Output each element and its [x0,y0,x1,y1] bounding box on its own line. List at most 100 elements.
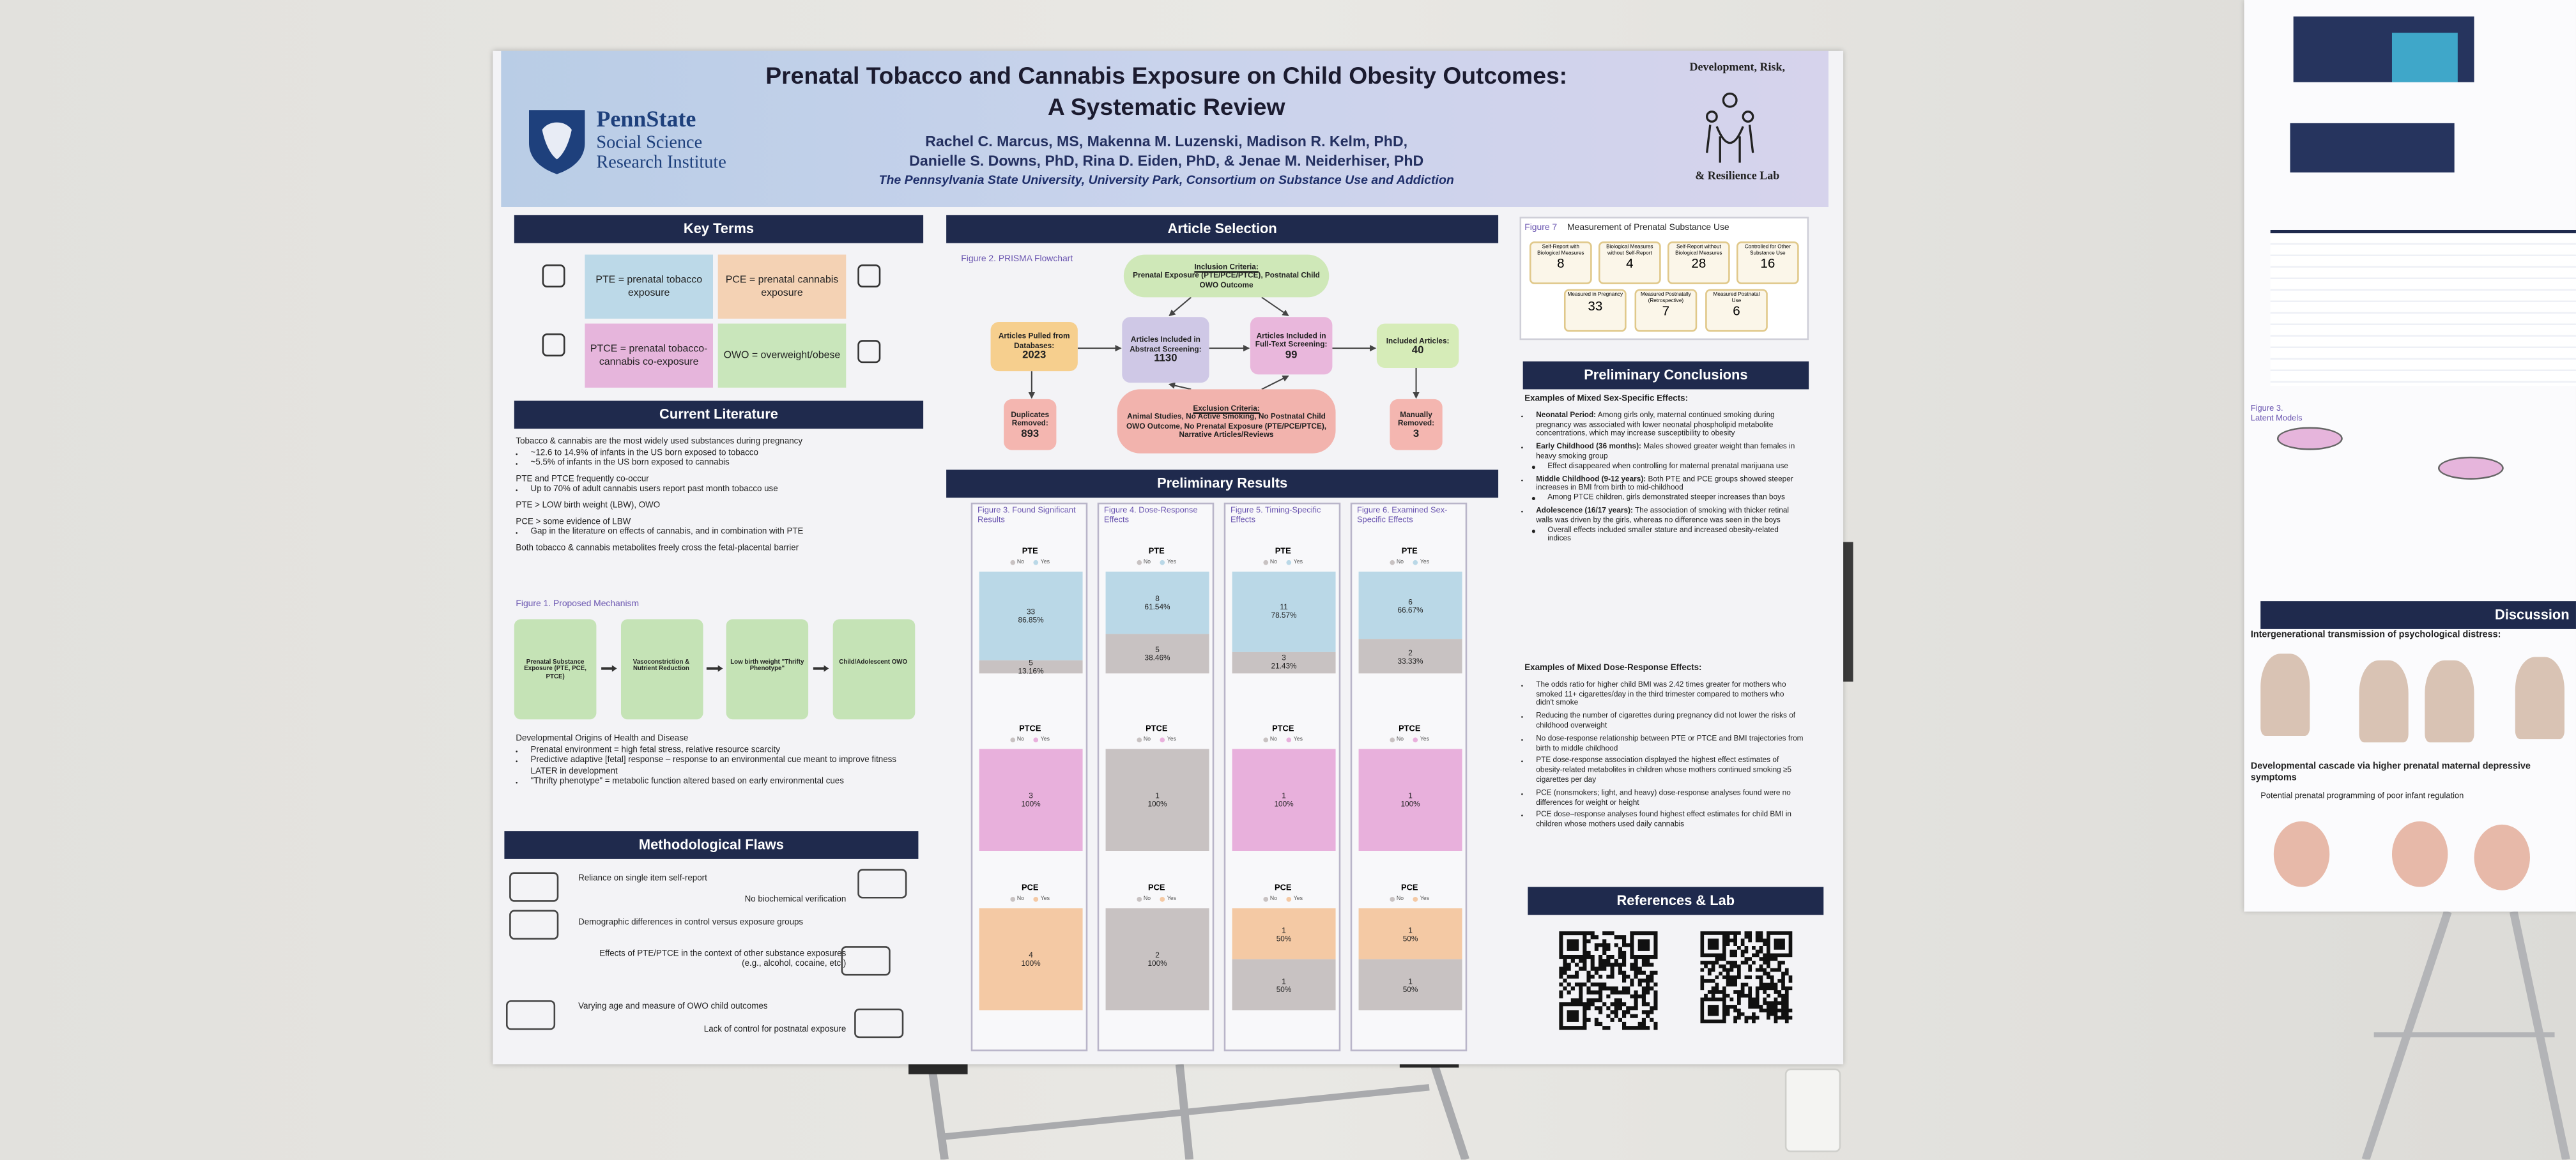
conclusion-item: No dose-response relationship between PT… [1536,734,1804,753]
legend-item: No [1263,558,1277,565]
legend-item: Yes [1287,736,1303,742]
node-label: Articles Pulled from Databases: [998,332,1070,350]
segment-count: 11 [1280,603,1288,612]
panel-title: Figure 3. Found Significant Results [977,505,1076,526]
legend-text: Yes [1167,558,1176,565]
discussion-line: Intergenerational transmission of psycho… [2250,630,2501,641]
flow-node: Manually Removed: 3 [1390,399,1443,450]
shield-logo [528,110,585,174]
bullet: ~5.5% of infants in the US born exposed … [531,459,924,469]
chart-block [2290,123,2455,172]
figure-label: Latent Models [2250,413,2303,424]
legend-swatch [1010,736,1016,742]
qr-code[interactable] [1700,931,1793,1023]
segment-count: 6 [1408,597,1413,606]
mechanism-step: Low birth weight "Thrifty Phenotype" [726,619,809,720]
bullet: ~12.6 to 14.9% of infants in the US born… [531,448,924,459]
segment-percent: 50% [1402,933,1418,942]
segment-percent: 86.85% [1018,616,1044,624]
item-text: PCE (nonsmokers; light, and heavy) dose-… [1536,788,1791,806]
flow-node: Articles Included in Abstract Screening:… [1122,317,1209,383]
conclusion-item: Reducing the number of cigarettes during… [1536,712,1804,731]
node-count: 2023 [1022,350,1046,362]
conclusion-item: The odds ratio for higher child BMI was … [1536,680,1804,708]
bullet: "Thrifty phenotype" = metabolic function… [531,777,924,788]
legend-item: Yes [1413,736,1429,742]
legend-item: No [1010,736,1024,742]
legend: No Yes [1116,558,1198,565]
legend-item: No [1137,736,1151,742]
legend-item: No [1010,895,1024,902]
cell-count: 16 [1760,257,1775,272]
legend-text: No [1143,895,1151,902]
flaw-item: Reliance on single item self-report [578,873,707,884]
mechanism-arrow [812,665,829,672]
mechanism-arrow [706,665,723,672]
term-icon [857,264,881,287]
measure-cell: Measured Postnatally (Retrospective) 7 [1634,289,1698,332]
legend-text: Yes [1040,558,1050,565]
arrows [1028,296,1420,399]
segment-count: 5 [1029,658,1033,667]
legend-item: No [1263,736,1277,742]
conclusion-item: PTE dose-response association displayed … [1536,756,1804,785]
segment-count: 2 [1155,950,1160,959]
conclusion-item: Early Childhood (36 months): Males showe… [1536,442,1804,471]
legend-text: Yes [1293,895,1303,902]
item-text: Both PTE and PCE groups showed steeper i… [1536,474,1793,492]
sub-list: Effect disappeared when controlling for … [1536,461,1804,471]
flaw-item: No biochemical verification [744,895,847,905]
conclusion-item: Neonatal Period: Among girls only, mater… [1536,410,1804,439]
legend-item: No [1390,558,1404,565]
term-icon [542,333,565,356]
cell-label: Measured Postnatal Use [1713,291,1760,303]
sub-list: Overall effects included smaller stature… [1536,525,1804,544]
legend-text: No [1396,895,1404,902]
bullet-list: ~12.6 to 14.9% of infants in the US born… [516,448,923,469]
cell-count: 8 [1557,257,1565,272]
legend-text: Yes [1293,735,1303,743]
institute-line: Research Institute [596,153,726,172]
author-line: Rachel C. Marcus, MS, Makenna M. Luzensk… [925,133,1408,149]
conclusion-section: Examples of Mixed Sex-Specific Effects: N… [1524,395,1804,549]
segment-percent: 33.33% [1397,656,1423,665]
segment-count: 1 [1155,791,1160,800]
legend-item: Yes [1034,558,1050,565]
result-segment: 2 33.33% [1358,639,1462,674]
legend-swatch [1034,896,1039,901]
legend-text: Yes [1420,895,1429,902]
title-line: A Systematic Review [1047,95,1285,122]
figure-label: Figure 3. [2250,404,2283,414]
legend-text: No [1016,558,1025,565]
wall-outlet [1784,1068,1841,1152]
discussion-line: Potential prenatal programming of poor i… [2260,791,2464,802]
cell-label: Self-Report without Biological Measures [1675,243,1722,256]
node-text: Animal Studies, No Active Smoking, No Po… [1126,412,1327,439]
segment-percent: 50% [1276,933,1292,942]
section-header: Discussion [2260,601,2576,629]
table-block [2270,229,2576,386]
sub-list: Among PTCE children, girls demonstrated … [1536,493,1804,503]
segment-percent: 100% [1147,959,1167,968]
section-header: Preliminary Conclusions [1522,361,1809,390]
legend-swatch [1263,559,1269,565]
item-text: No dose-response relationship between PT… [1536,733,1804,752]
legend: No Yes [1242,895,1324,902]
item-text: Among girls only, maternal continued smo… [1536,410,1775,438]
segment-percent: 50% [1402,984,1418,993]
legend-swatch [1034,559,1039,565]
cell-label: Measured in Pregnancy [1567,291,1623,298]
group-label: PTE [1275,547,1291,557]
key-term: PCE = prenatal cannabis exposure [717,254,847,319]
result-segment: 1 50% [1358,959,1462,1011]
lab-title: & Resilience Lab [1695,169,1780,183]
easel-right [2361,910,2570,1160]
result-segment: 1 50% [1232,959,1336,1011]
paragraph: Developmental Origins of Health and Dise… [516,734,689,744]
qr-code[interactable] [1559,931,1658,1030]
legend-text: Yes [1293,558,1303,565]
flaw-icon [509,910,559,940]
bullet-list: Prenatal environment = high fetal stress… [516,745,923,788]
legend-text: No [1269,895,1278,902]
header: PennState Social Science Research Instit… [501,50,1828,207]
